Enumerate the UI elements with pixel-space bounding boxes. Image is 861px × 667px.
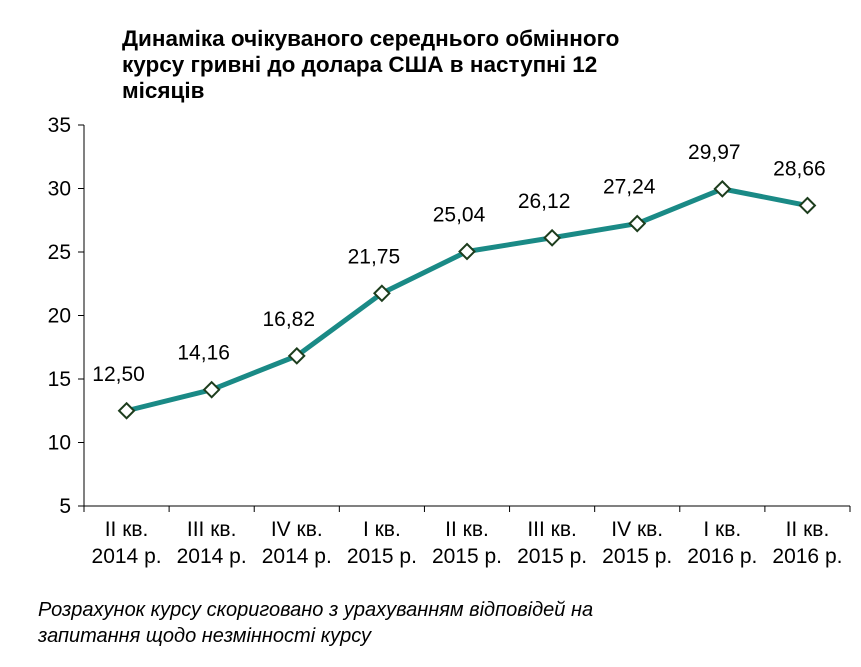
footnote-line-2: запитання щодо незмінності курсу (38, 625, 372, 647)
chart-footnote: Розрахунок курсу скориговано з урахуванн… (38, 597, 838, 649)
y-tick-label: 30 (48, 178, 71, 201)
y-tick-label: 25 (48, 241, 71, 264)
data-point-marker (713, 179, 732, 198)
data-label: 27,24 (603, 176, 656, 199)
chart-title-line-1: Динаміка очікуваного середнього обмінног… (122, 26, 620, 51)
y-tick-label: 15 (48, 368, 71, 391)
y-tick-label: 5 (59, 495, 71, 518)
data-label: 16,82 (262, 308, 315, 331)
data-point-marker (628, 214, 647, 233)
data-label: 29,97 (688, 141, 741, 164)
chart-title-line-3: місяців (122, 78, 205, 103)
x-tick-label: III кв. 2014 р. (177, 518, 247, 568)
data-point-marker (458, 242, 476, 261)
data-point-marker (202, 380, 221, 399)
data-label: 14,16 (177, 342, 230, 365)
data-point-marker (543, 228, 562, 247)
data-label: 28,66 (773, 158, 826, 181)
chart-title-line-2: курсу гривні до долара США в наступні 12 (122, 52, 598, 77)
data-point-marker (287, 346, 306, 365)
data-label: 21,75 (348, 245, 401, 268)
data-point-marker (372, 284, 391, 303)
data-label: 26,12 (518, 190, 571, 213)
x-tick-label: II кв. 2016 р. (772, 518, 842, 568)
y-tick-label: 35 (48, 114, 71, 137)
x-tick-label: IV кв. 2014 р. (262, 518, 332, 568)
y-tick-label: 20 (48, 305, 71, 328)
y-tick-label: 10 (48, 432, 71, 455)
x-tick-label: IV кв. 2015 р. (602, 518, 672, 568)
x-tick-label: I кв. 2015 р. (347, 518, 417, 568)
chart-title: Динаміка очікуваного середнього обмінног… (122, 26, 762, 104)
data-label: 12,50 (92, 363, 145, 386)
data-point-marker (798, 196, 817, 215)
x-tick-label: I кв. 2016 р. (687, 518, 757, 568)
x-tick-label: II кв. 2015 р. (432, 518, 502, 568)
x-tick-label: III кв. 2015 р. (517, 518, 587, 568)
x-tick-label: II кв. 2014 р. (92, 518, 162, 568)
footnote-line-1: Розрахунок курсу скориговано з урахуванн… (38, 599, 594, 621)
data-point-marker (117, 401, 136, 420)
data-label: 25,04 (433, 203, 486, 226)
